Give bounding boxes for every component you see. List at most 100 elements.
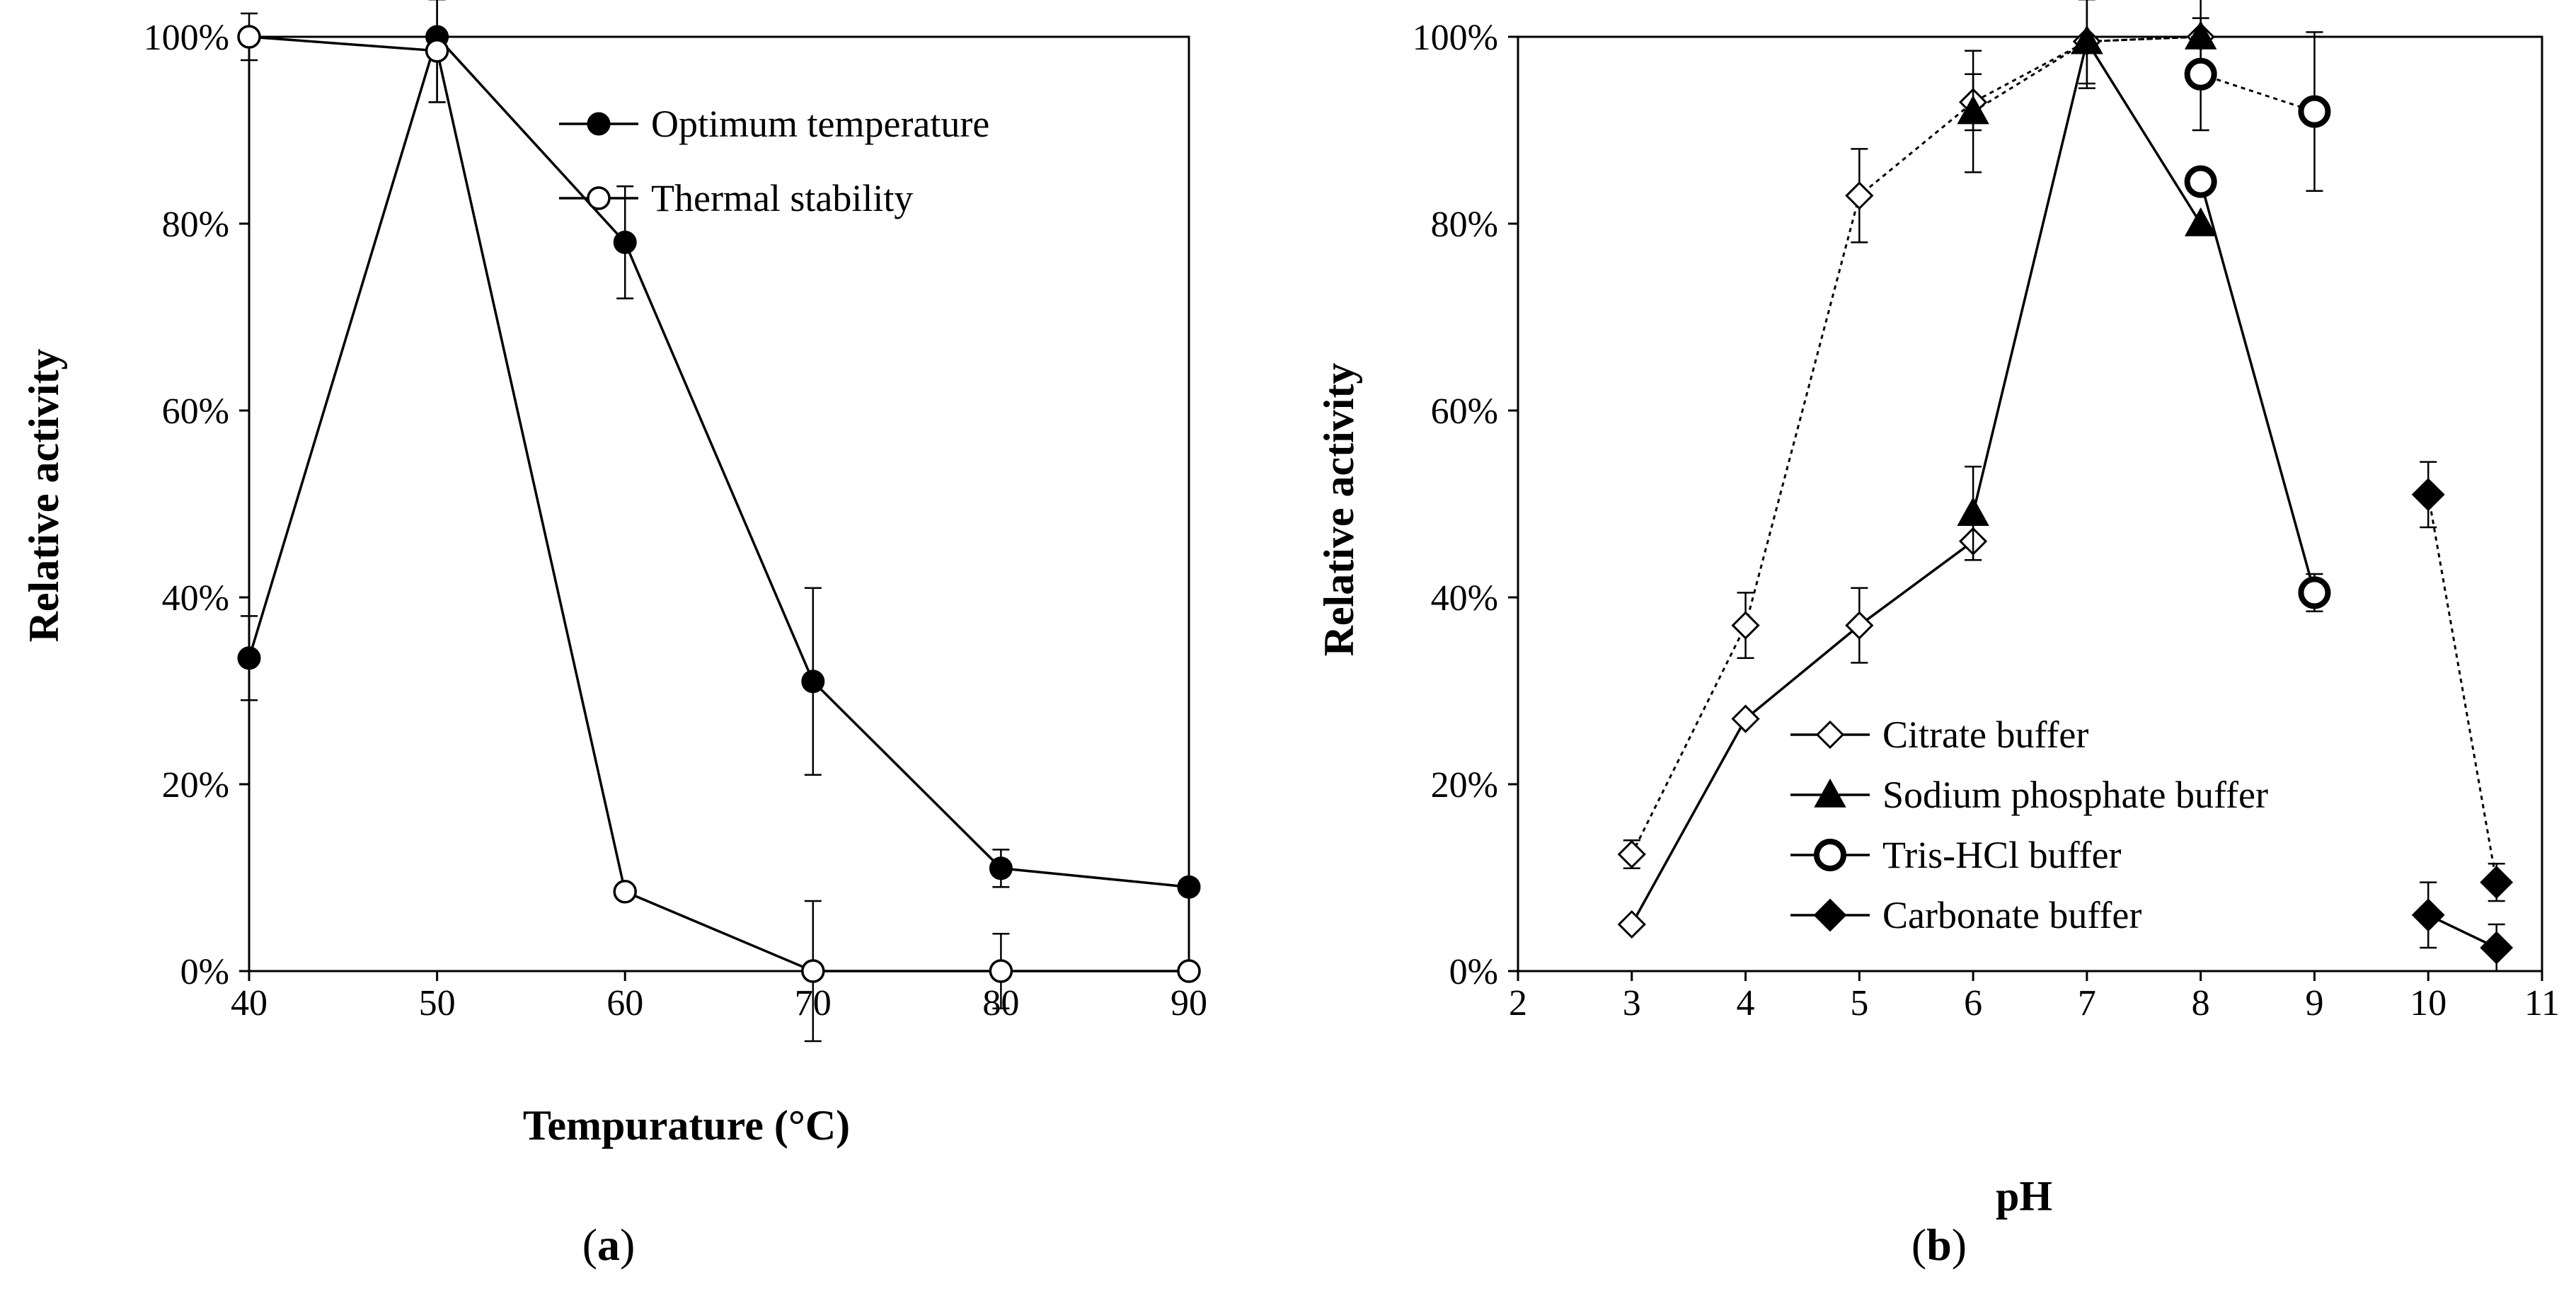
plot-frame: [248, 35, 1190, 972]
series-citrate-buffer: [1617, 522, 1988, 939]
series-line: [2427, 494, 2498, 883]
series-sodium-phosphate-buffer: [1957, 0, 2217, 561]
panel-a-chart: 0%20%40%60%80%100%40 50 60 70 80 90Tempuratur…: [21, 0, 1207, 1270]
legend-marker: [1814, 778, 1846, 808]
panel-label-close: ): [620, 1220, 635, 1270]
data-point: [613, 880, 637, 904]
series-thermal-stability: [237, 0, 1201, 1043]
legend-label: Tris-HCl buffer: [1882, 834, 2122, 876]
x-tick-label: 4: [1737, 983, 1755, 1023]
data-point: [2411, 898, 2445, 932]
legend-label: Carbonate buffer: [1882, 894, 2141, 936]
series-line: [1631, 35, 2201, 855]
x-tick-label: 2: [1509, 983, 1527, 1023]
panel-label-letter: a: [597, 1220, 620, 1270]
data-point: [801, 670, 825, 694]
data-point: [1731, 611, 1760, 640]
data-point: [1177, 875, 1201, 899]
data-point: [1845, 611, 1874, 640]
data-point: [1845, 181, 1874, 210]
y-tick-label: 60%: [162, 391, 229, 432]
data-point: [1177, 959, 1201, 983]
x-tick-label: 11: [2524, 983, 2560, 1023]
series-carbonate-buffer-dotted-: [2411, 461, 2514, 902]
data-point: [1957, 95, 1989, 125]
series-line: [1972, 35, 2201, 113]
x-tick-label: 5: [1850, 983, 1868, 1023]
x-tick-label: 9: [2305, 983, 2323, 1023]
y-tick-label: 40%: [162, 578, 229, 619]
series-line: [248, 35, 1189, 972]
data-point: [1957, 497, 1989, 526]
plot-frame: [1517, 35, 2543, 972]
series-tris-hcl-buffer: [2184, 165, 2331, 613]
y-tick-label: 0%: [180, 952, 229, 992]
y-tick-label: 100%: [144, 18, 229, 58]
x-tick-label: 40: [231, 983, 268, 1023]
data-point: [2184, 165, 2217, 198]
y-tick-label: 100%: [1413, 18, 1498, 58]
panel-label-close: ): [1952, 1220, 1967, 1270]
panel-label: (a): [582, 1220, 636, 1270]
legend-marker: [1813, 898, 1847, 932]
data-point: [1617, 839, 1646, 869]
data-point: [613, 230, 637, 254]
panel-label-open: (: [582, 1220, 597, 1270]
data-point: [989, 959, 1013, 983]
data-point: [1731, 704, 1760, 733]
x-tick-label: 6: [1964, 983, 1982, 1023]
legend-label: Thermal stability: [651, 177, 913, 219]
data-point: [989, 856, 1013, 880]
legend-label: Citrate buffer: [1882, 713, 2088, 756]
series-line: [2200, 73, 2315, 113]
y-tick-label: 0%: [1449, 952, 1498, 992]
legend-marker: [587, 112, 611, 136]
series-tris-hcl-buffer-dotted-: [2184, 17, 2331, 193]
x-axis-title: pH: [1996, 1173, 2052, 1220]
data-point: [425, 39, 449, 63]
x-tick-label: 90: [1171, 983, 1207, 1023]
y-tick-label: 20%: [1431, 765, 1498, 805]
series-line: [2199, 181, 2316, 593]
y-tick-label: 20%: [162, 765, 229, 805]
x-tick-label: 3: [1623, 983, 1641, 1023]
panel-label-letter: b: [1926, 1220, 1952, 1270]
data-point: [237, 25, 261, 49]
data-point: [2184, 57, 2217, 91]
y-axis-title: Relative activity: [1316, 363, 1362, 657]
legend-label: Sodium phosphate buffer: [1882, 774, 2268, 816]
legend: Optimum temperature Thermal stability: [559, 103, 989, 219]
y-axis-title: Relative activity: [21, 349, 67, 643]
y-tick-label: 60%: [1431, 391, 1498, 432]
data-point: [2071, 25, 2103, 54]
legend-marker: [1815, 720, 1845, 750]
panel-b-chart: 0% 20% 40% 60% 80% 100% 2 3 4 5 6 7 8 9 10 11 pH Relative…: [1316, 0, 2560, 1270]
legend-label: Optimum temperature: [651, 103, 989, 145]
data-point: [2411, 478, 2445, 512]
series-line: [1972, 38, 2202, 514]
y-tick-label: 40%: [1431, 578, 1498, 619]
series-carbonate-buffer: [2411, 881, 2514, 972]
data-point: [2480, 866, 2514, 900]
data-point: [2298, 95, 2331, 128]
x-tick-label: 10: [2410, 983, 2446, 1023]
data-point: [2184, 207, 2217, 236]
data-point: [2480, 931, 2514, 965]
series-line: [248, 34, 1190, 888]
x-tick-label: 8: [2192, 983, 2210, 1023]
y-tick-label: 80%: [1431, 205, 1498, 245]
x-tick-label: 50: [419, 983, 456, 1023]
x-tick-label: 60: [606, 983, 643, 1023]
series-line: [1631, 540, 1974, 925]
panel-label-open: (: [1911, 1220, 1926, 1270]
series-optimum-temperature: [237, 0, 1201, 899]
legend-marker: [1814, 839, 1846, 871]
series-line: [2427, 914, 2497, 949]
legend: Citrate buffer Sodium phosphate buffer Tri…: [1790, 713, 2268, 936]
y-tick-label: 80%: [162, 205, 229, 245]
data-point: [237, 646, 261, 670]
data-point: [2298, 576, 2331, 609]
legend-marker: [587, 186, 611, 210]
x-tick-label: 7: [2078, 983, 2096, 1023]
